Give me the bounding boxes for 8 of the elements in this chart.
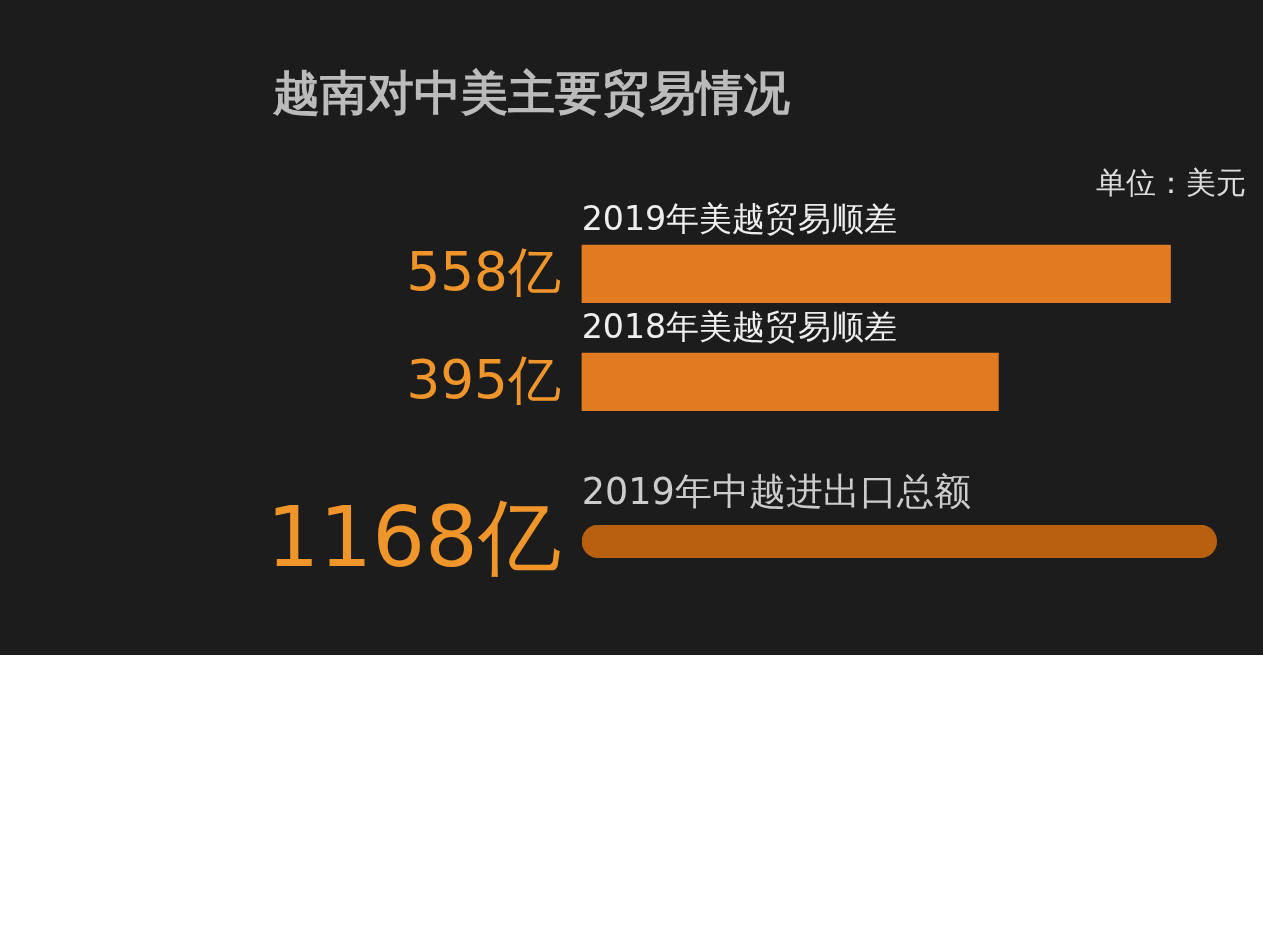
y-tick-label: 2019年中越进出口总额 <box>581 470 971 514</box>
data-label: 1168亿 <box>266 489 561 587</box>
text: 单位：美元 <box>1096 165 1247 201</box>
chart-title: 越南对中美主要贸易情况 <box>272 66 791 121</box>
y-tick-label: 2018年美越贸易顺差 <box>581 306 898 346</box>
data-label: 395亿 <box>406 348 561 411</box>
data-label: 558亿 <box>406 240 561 303</box>
y-tick-label: 2019年美越贸易顺差 <box>581 198 898 238</box>
